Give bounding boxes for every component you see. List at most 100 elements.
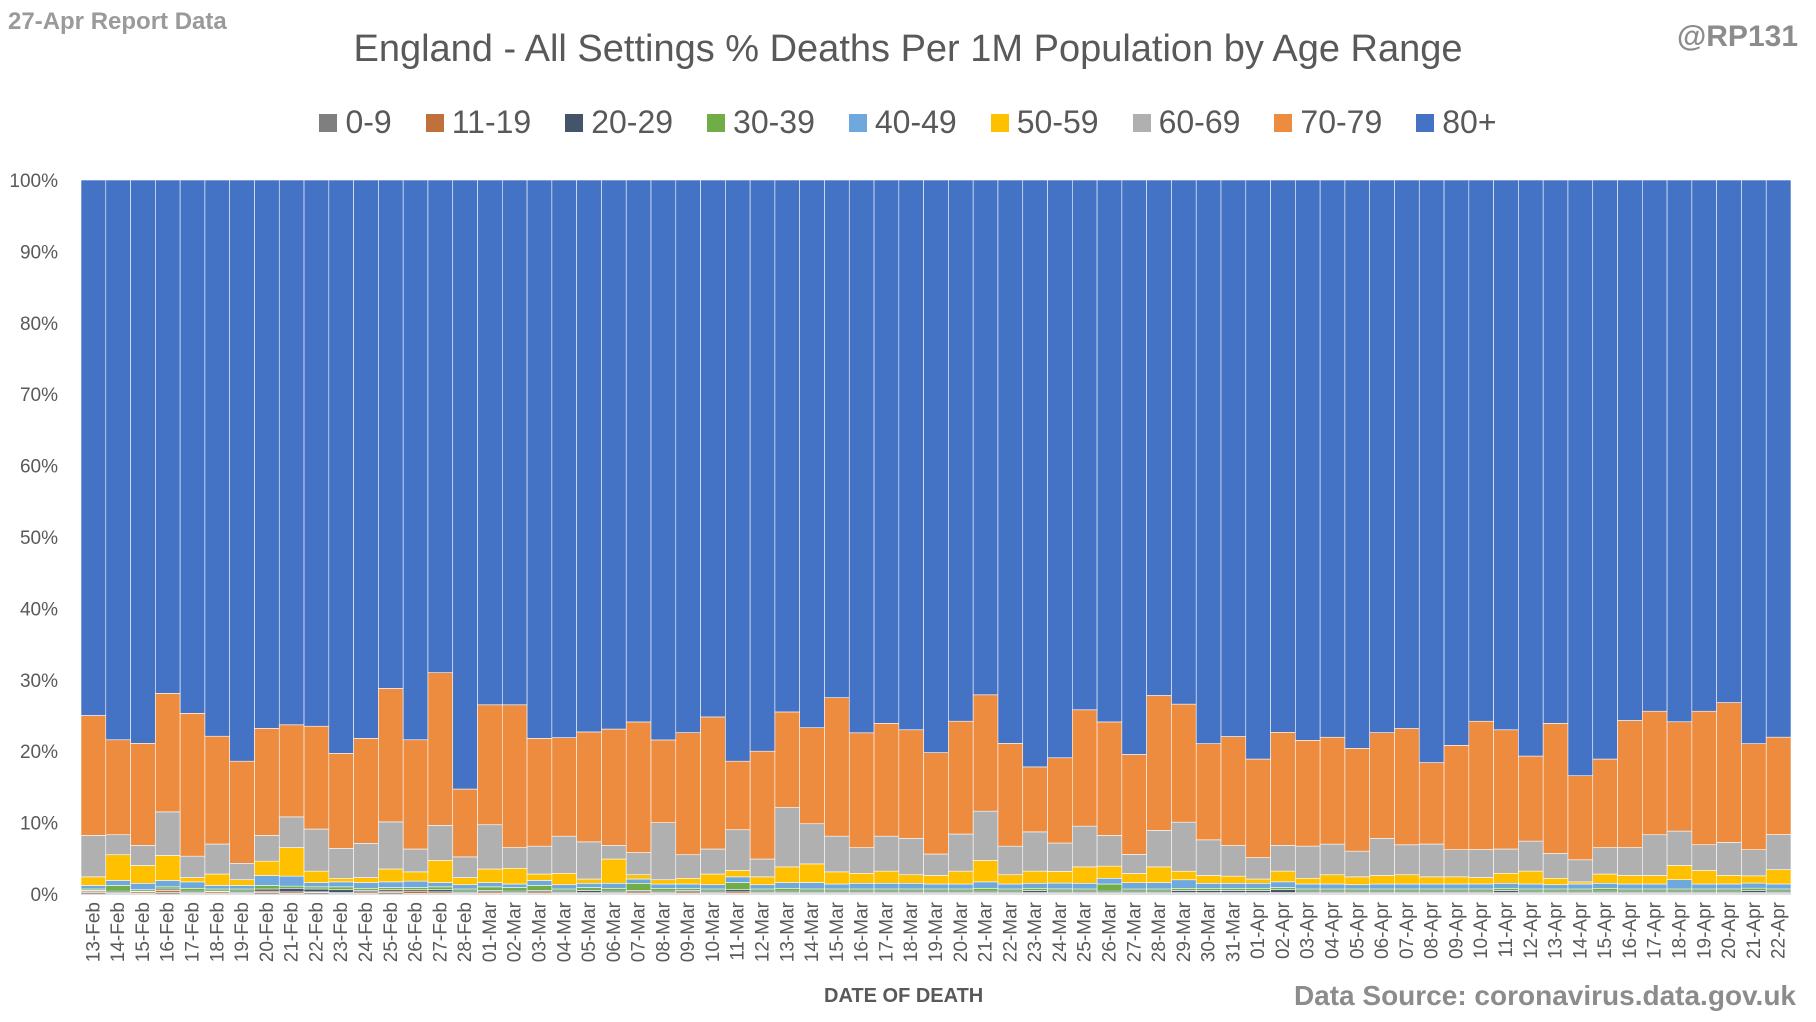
bar-segment (378, 821, 404, 870)
bar-segment (997, 874, 1024, 885)
bar-segment (402, 739, 429, 850)
legend-swatch (319, 113, 338, 132)
bar-segment (625, 721, 652, 853)
bar-segment (1022, 882, 1048, 889)
bar-segment (1319, 874, 1346, 885)
bar-segment (204, 885, 230, 890)
bar-segment (179, 179, 206, 714)
bar-segment (601, 179, 627, 730)
bar-segment (1617, 888, 1643, 892)
bar-segment (1344, 888, 1370, 892)
bar-segment (551, 835, 577, 874)
bar-segment (725, 870, 751, 878)
bar-segment (923, 888, 949, 892)
bar-segment (1171, 821, 1197, 872)
bar-segment (1245, 857, 1271, 880)
x-tick-label: 27-Feb (430, 902, 451, 962)
x-tick-label: 02-Apr (1273, 901, 1294, 959)
legend-item: 50-59 (990, 104, 1099, 141)
bar-segment (948, 870, 974, 885)
bar-segment (155, 880, 181, 888)
bar-segment (551, 179, 577, 738)
legend-swatch (565, 113, 584, 132)
bar-segment (1518, 870, 1544, 885)
bar-segment (1270, 889, 1296, 893)
bar-segment (1716, 883, 1742, 890)
x-tick-label: 21-Feb (282, 902, 303, 962)
bar-segment (1344, 179, 1370, 749)
bar-segment (1096, 865, 1123, 879)
x-tick-label: 15-Feb (133, 902, 154, 962)
bar-segment (179, 713, 206, 857)
bar-segment (502, 883, 528, 888)
bar-segment (1270, 887, 1296, 891)
bar-segment (105, 739, 131, 836)
bar-segment (576, 887, 602, 891)
bar-segment (1047, 757, 1073, 844)
bar-segment (452, 179, 478, 790)
bar-segment (427, 179, 454, 673)
bar-segment (1741, 849, 1767, 877)
bar-segment (402, 179, 429, 741)
bar-segment (799, 888, 825, 892)
bar-segment (204, 873, 230, 886)
x-tick-label: 18-Feb (207, 902, 228, 962)
x-tick-label: 23-Mar (1025, 901, 1046, 962)
bar-segment (1765, 834, 1792, 870)
x-tick-label: 20-Apr (1719, 901, 1740, 959)
bar-segment (923, 752, 949, 855)
x-tick-label: 31-Mar (1223, 901, 1244, 962)
bar-segment (625, 874, 652, 880)
bar-segment (774, 807, 800, 868)
x-tick-label: 19-Feb (232, 902, 253, 962)
bar-segment (898, 179, 924, 731)
bar-segment (278, 885, 305, 889)
bar-segment (328, 179, 354, 754)
bar-segment (948, 179, 974, 722)
bar-segment (1443, 888, 1470, 892)
bar-segment (155, 855, 181, 881)
bar-segment (1592, 887, 1618, 892)
bar-segment (278, 887, 305, 893)
bar-segment (1418, 883, 1445, 890)
bar-segment (948, 833, 974, 872)
bar-segment (278, 179, 305, 726)
bar-segment (1666, 879, 1693, 890)
bar-segment (1617, 875, 1643, 885)
bar-segment (725, 889, 751, 893)
bar-segment (278, 816, 305, 848)
bar-segment (1072, 882, 1098, 890)
x-tick-label: 05-Apr (1347, 901, 1368, 959)
bar-segment (601, 845, 627, 860)
bar-segment (1741, 887, 1767, 891)
x-tick-label: 25-Mar (1075, 901, 1096, 962)
bar-segment (700, 716, 726, 850)
bar-segment (898, 874, 924, 884)
bar-segment (625, 852, 652, 876)
bar-segment (526, 873, 553, 881)
bar-segment (625, 179, 652, 723)
bar-segment (948, 888, 974, 892)
bar-segment (1195, 839, 1222, 876)
x-tick-label: 29-Mar (1174, 901, 1195, 962)
bar-segment (824, 697, 850, 837)
bar-segment (848, 888, 875, 892)
legend-item: 0-9 (319, 104, 392, 141)
bar-segment (1344, 884, 1370, 890)
bar-segment (526, 179, 553, 739)
bar-segment (675, 179, 701, 733)
bar-segment (675, 854, 701, 879)
bar-segment (204, 843, 230, 875)
bar-segment (1319, 888, 1346, 892)
bar-segment (1195, 883, 1222, 889)
bar-segment (774, 866, 800, 883)
bar-segment (204, 888, 230, 892)
bar-segment (1295, 845, 1321, 879)
bar-segment (1443, 745, 1470, 850)
bar-segment (650, 822, 677, 881)
bar-segment (80, 876, 107, 886)
bar-segment (105, 179, 131, 741)
bar-segment (1418, 762, 1445, 845)
bar-segment (477, 868, 503, 883)
bar-segment (1369, 875, 1395, 885)
